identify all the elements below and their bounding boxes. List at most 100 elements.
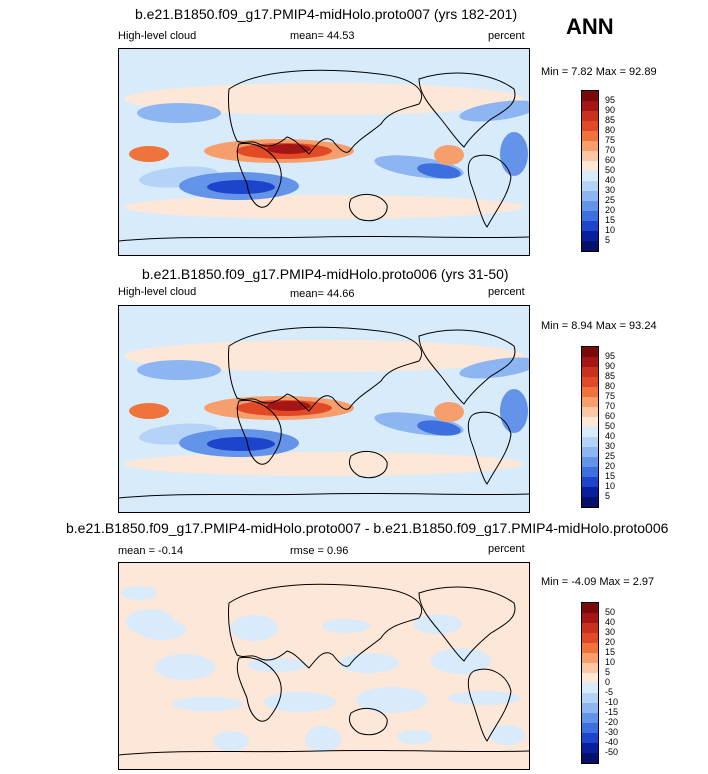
coastline — [348, 450, 388, 479]
colorbar-swatch — [582, 743, 598, 753]
colorbar-swatch — [582, 231, 598, 241]
colorbar-swatch — [582, 181, 598, 191]
colorbar-tick-label: 30 — [605, 627, 616, 637]
colorbar-tick-label: 95 — [605, 95, 616, 105]
colorbar-swatch — [582, 683, 598, 693]
panel-3-units-label: percent — [488, 543, 525, 555]
panel-3-title: b.e21.B1850.f09_g17.PMIP4-midHolo.proto0… — [66, 520, 669, 536]
colorbar-tick-label: 0 — [605, 677, 611, 687]
colorbar-swatch — [582, 653, 598, 663]
coastline — [236, 656, 282, 722]
panel-2-mean-label: mean= 44.66 — [290, 288, 355, 300]
map-band-sh — [124, 195, 524, 219]
colorbar-tick-label: 10 — [605, 481, 616, 491]
map-band-sh — [124, 452, 524, 476]
colorbar-tick-label: 40 — [605, 431, 616, 441]
colorbar-swatch — [582, 347, 598, 357]
colorbar-tick-label: 80 — [605, 125, 616, 135]
map-blob-south-pacific-core — [207, 180, 275, 194]
colorbar-swatch — [582, 211, 598, 221]
colorbar-swatch — [582, 603, 598, 613]
colorbar-tick-label: 60 — [605, 155, 616, 165]
map-blob-north-atlantic — [459, 100, 529, 122]
coastline — [418, 72, 516, 148]
colorbar-tick-label: 5 — [605, 667, 611, 677]
colorbar-tick-label: 15 — [605, 215, 616, 225]
map-blob-southeast-pacific-core — [417, 420, 461, 436]
colorbar-tick-label: 10 — [605, 225, 616, 235]
panel-1-colorbar — [581, 90, 599, 252]
colorbar-swatch — [582, 733, 598, 743]
map-blob-diff-negative — [230, 615, 278, 641]
coastline — [119, 492, 529, 499]
panel-3-colorbar — [581, 602, 599, 764]
colorbar-swatch — [582, 437, 598, 447]
colorbar-swatch — [582, 111, 598, 121]
colorbar-tick-label: 40 — [605, 617, 616, 627]
colorbar-tick-label: -40 — [605, 737, 619, 747]
panel-1-variable-label: High-level cloud — [118, 30, 197, 42]
panel-1-title: b.e21.B1850.f09_g17.PMIP4-midHolo.proto0… — [135, 6, 518, 22]
colorbar-swatch — [582, 91, 598, 101]
colorbar-swatch — [582, 623, 598, 633]
coastline — [228, 583, 422, 669]
colorbar-swatch — [582, 467, 598, 477]
colorbar-swatch — [582, 191, 598, 201]
colorbar-tick-label: -30 — [605, 727, 619, 737]
colorbar-tick-label: 20 — [605, 461, 616, 471]
colorbar-swatch — [582, 241, 598, 251]
colorbar-tick-label: 50 — [605, 421, 616, 431]
map-blob-amazon — [434, 402, 464, 422]
colorbar-tick-label: 80 — [605, 381, 616, 391]
colorbar-swatch — [582, 121, 598, 131]
colorbar-swatch — [582, 427, 598, 437]
colorbar-tick-label: -10 — [605, 697, 619, 707]
map-blob-amazon — [434, 145, 464, 165]
map-blob-diff-negative — [213, 731, 249, 751]
colorbar-tick-label: 75 — [605, 135, 616, 145]
colorbar-tick-label: -20 — [605, 717, 619, 727]
colorbar-swatch — [582, 171, 598, 181]
colorbar-tick-label: 30 — [605, 441, 616, 451]
colorbar-swatch — [582, 397, 598, 407]
map-blob-equatorial-africa — [129, 403, 169, 419]
colorbar-tick-label: 60 — [605, 411, 616, 421]
colorbar-swatch — [582, 613, 598, 623]
map-blob-south-pacific-core — [207, 437, 275, 451]
panel-1-map — [118, 48, 530, 256]
colorbar-swatch — [582, 723, 598, 733]
map-blob-diff-negative — [448, 691, 520, 705]
coastline — [236, 399, 282, 465]
map-blob-south-atlantic — [500, 132, 528, 176]
colorbar-swatch — [582, 457, 598, 467]
coastline — [236, 142, 282, 208]
panel-2-minmax-label: Min = 8.94 Max = 93.24 — [541, 320, 657, 332]
coastline — [418, 329, 516, 405]
map-blob-diff-negative — [414, 614, 462, 634]
season-label: ANN — [566, 14, 614, 39]
panel-3-rmse-label: rmse = 0.96 — [290, 545, 349, 557]
colorbar-swatch — [582, 703, 598, 713]
coastline — [348, 707, 388, 736]
map-blob-diff-negative — [397, 730, 433, 744]
colorbar-swatch — [582, 161, 598, 171]
colorbar-tick-label: 95 — [605, 351, 616, 361]
colorbar-swatch — [582, 131, 598, 141]
panel-1-mean-label: mean= 44.53 — [290, 30, 355, 42]
map-blob-diff-negative — [121, 586, 157, 600]
map-blob-north-atlantic — [459, 357, 529, 379]
panel-2-title: b.e21.B1850.f09_g17.PMIP4-midHolo.proto0… — [142, 266, 509, 282]
colorbar-tick-label: -50 — [605, 747, 619, 757]
colorbar-tick-label: 30 — [605, 185, 616, 195]
map-band-nh — [124, 83, 524, 115]
colorbar-tick-label: 90 — [605, 361, 616, 371]
colorbar-tick-label: 5 — [605, 491, 611, 501]
panel-2-variable-label: High-level cloud — [118, 286, 197, 298]
panel-2-units-label: percent — [488, 286, 525, 298]
colorbar-swatch — [582, 101, 598, 111]
colorbar-tick-label: 10 — [605, 657, 616, 667]
colorbar-swatch — [582, 387, 598, 397]
colorbar-swatch — [582, 673, 598, 683]
map-band-nh — [124, 340, 524, 372]
panel-3-map — [118, 562, 530, 770]
